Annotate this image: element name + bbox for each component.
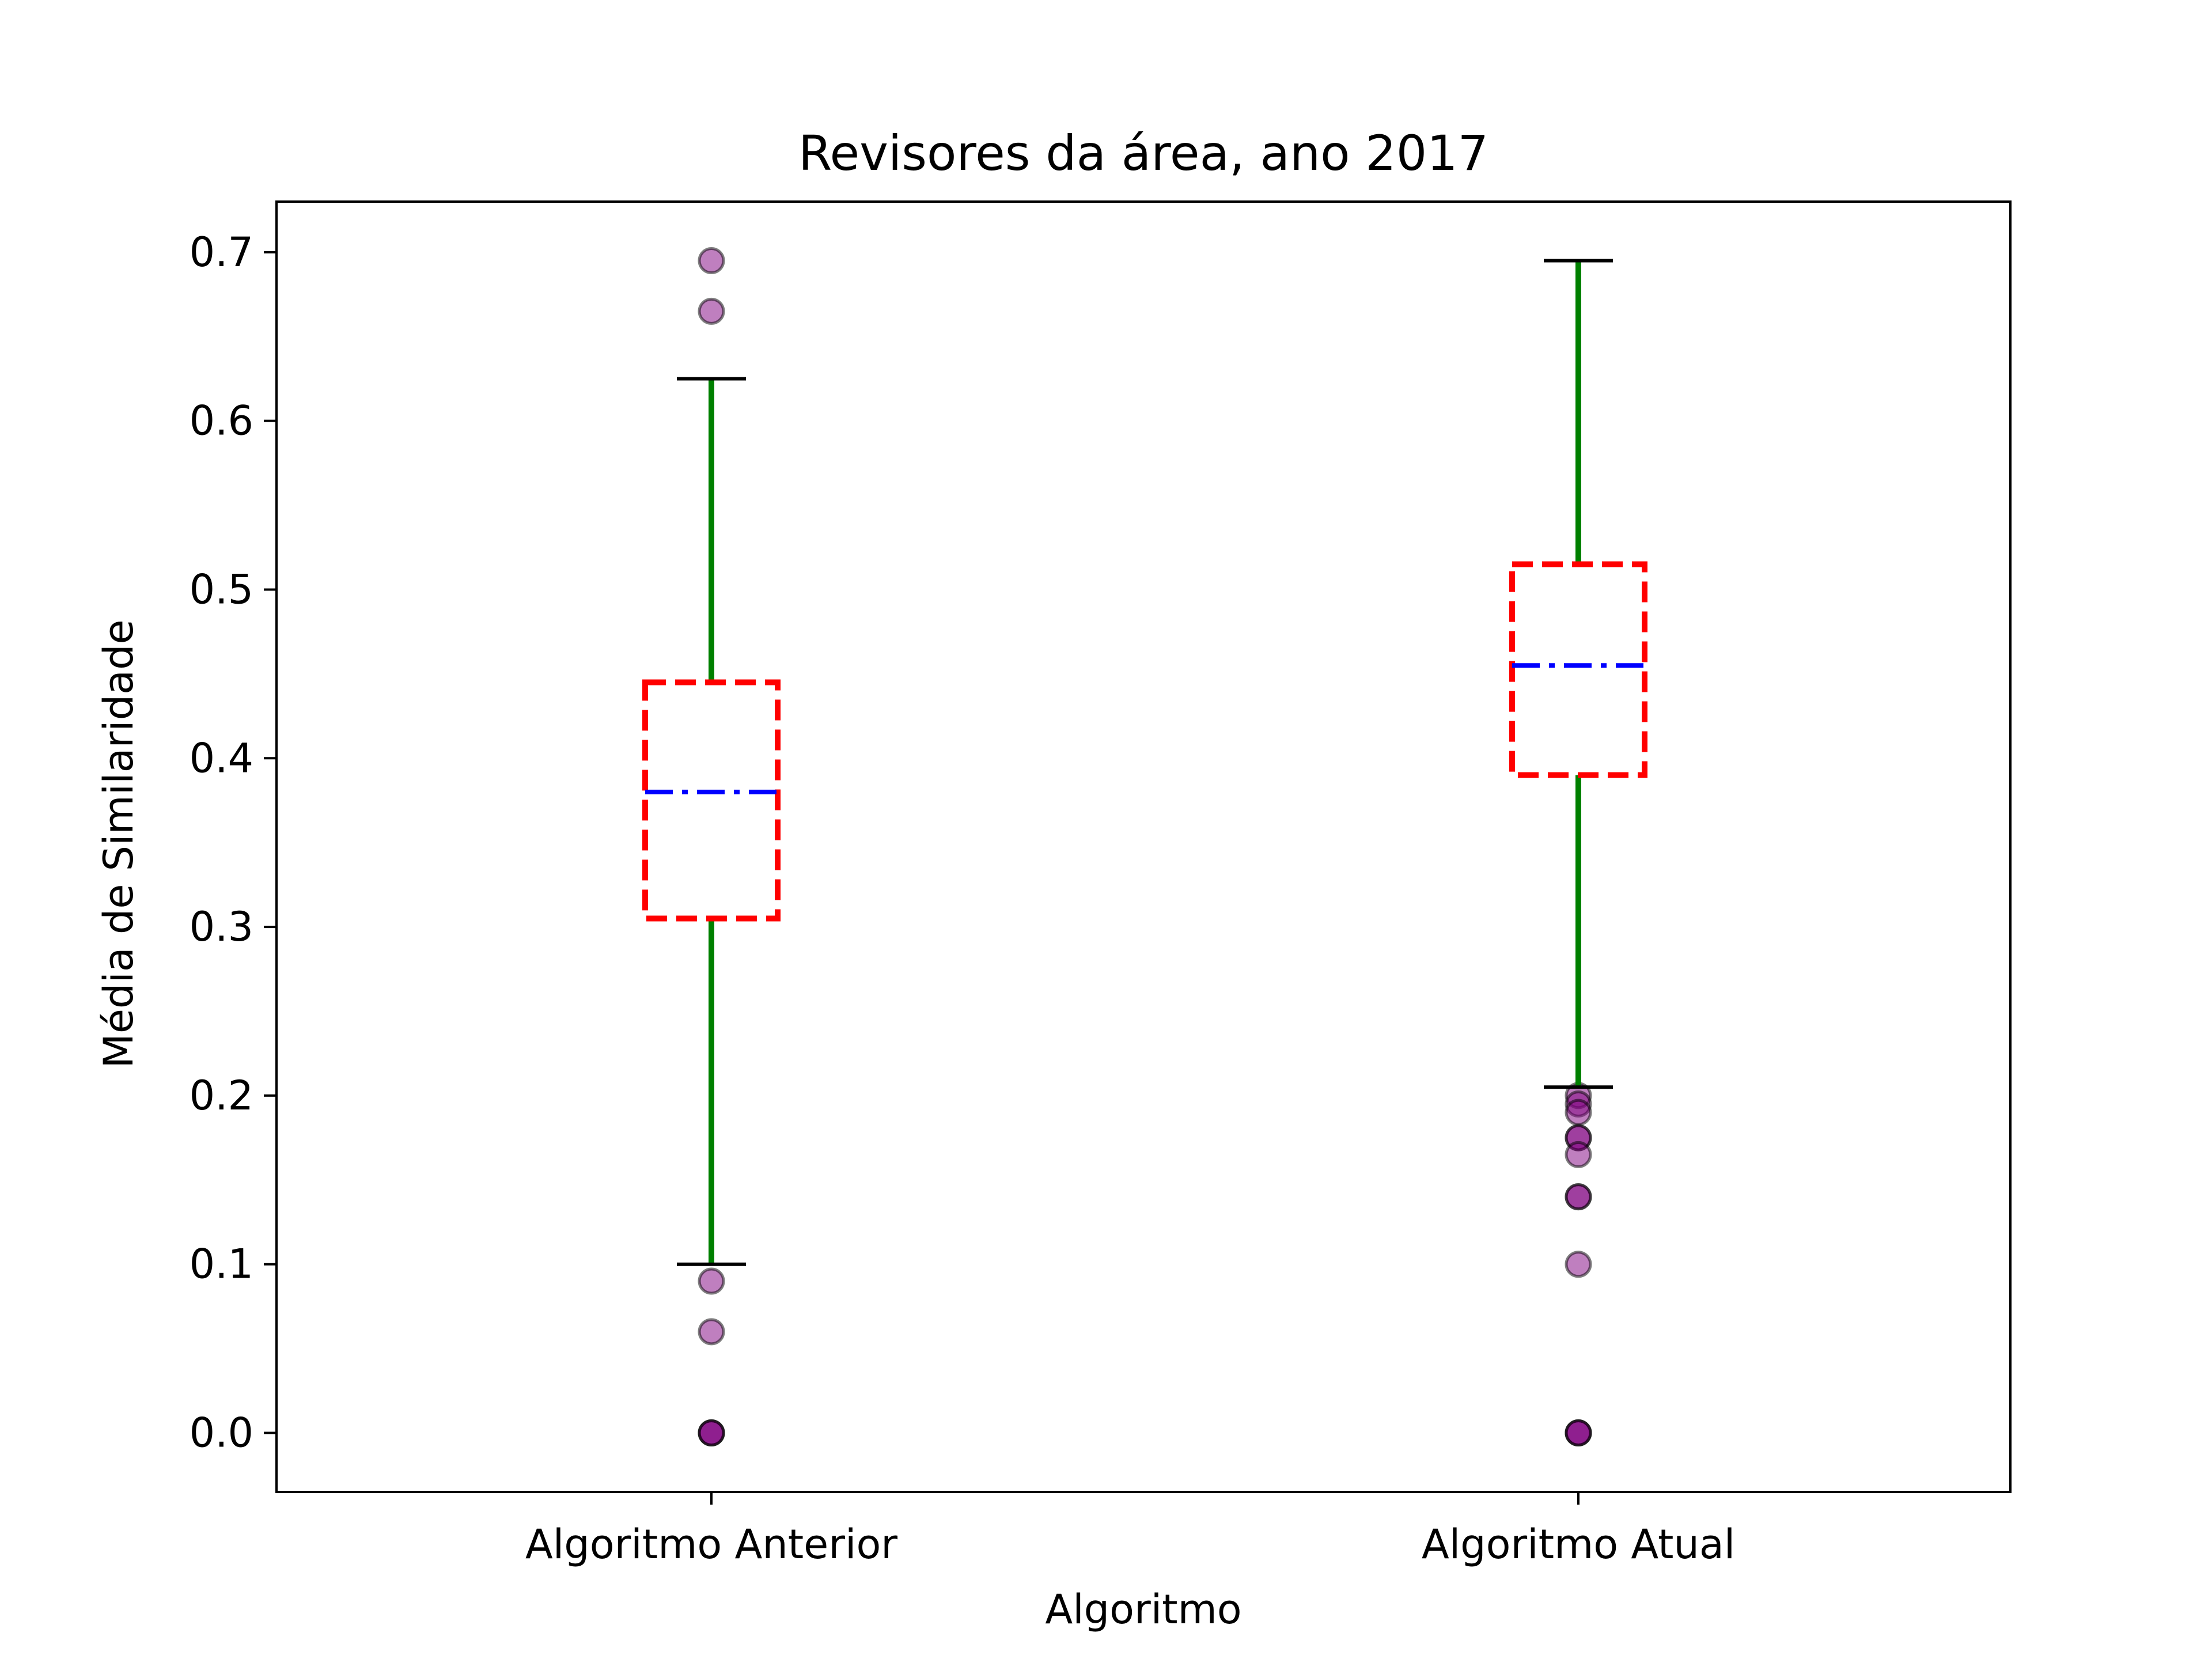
y-tick-label: 0.1	[190, 1241, 253, 1288]
outlier-point	[698, 1267, 725, 1295]
outlier-point	[1565, 1419, 1592, 1447]
y-axis-label: Média de Similaridade	[95, 619, 142, 1068]
box-iqr	[1509, 561, 1647, 778]
x-axis-label: Algoritmo	[1045, 1586, 1241, 1633]
y-tick-label: 0.4	[190, 734, 253, 782]
box-iqr	[642, 679, 781, 922]
outlier-point	[698, 297, 725, 325]
y-tick-label: 0.6	[190, 397, 253, 445]
outlier-point	[698, 1318, 725, 1346]
outlier-point	[1565, 1141, 1592, 1168]
y-tick-label: 0.2	[190, 1072, 253, 1119]
outlier-point	[1565, 1251, 1592, 1278]
y-tick-label: 0.3	[190, 903, 253, 950]
x-tick-label: Algoritmo Anterior	[525, 1521, 897, 1568]
y-tick-label: 0.5	[190, 566, 253, 613]
outlier-point	[1565, 1183, 1592, 1211]
y-tick-label: 0.7	[190, 229, 253, 276]
chart-title: Revisores da área, ano 2017	[798, 125, 1488, 181]
outlier-point	[1565, 1099, 1592, 1126]
y-tick-label: 0.0	[190, 1410, 253, 1457]
x-tick-label: Algoritmo Atual	[1422, 1521, 1735, 1568]
axes-frame	[275, 200, 2012, 1493]
outlier-point	[698, 247, 725, 274]
outlier-point	[698, 1419, 725, 1447]
plot-area: 0.0 0.1 0.2 0.3 0.4 0.5 0.6 0.7 Algoritmo Anteri…	[190, 200, 2012, 1568]
